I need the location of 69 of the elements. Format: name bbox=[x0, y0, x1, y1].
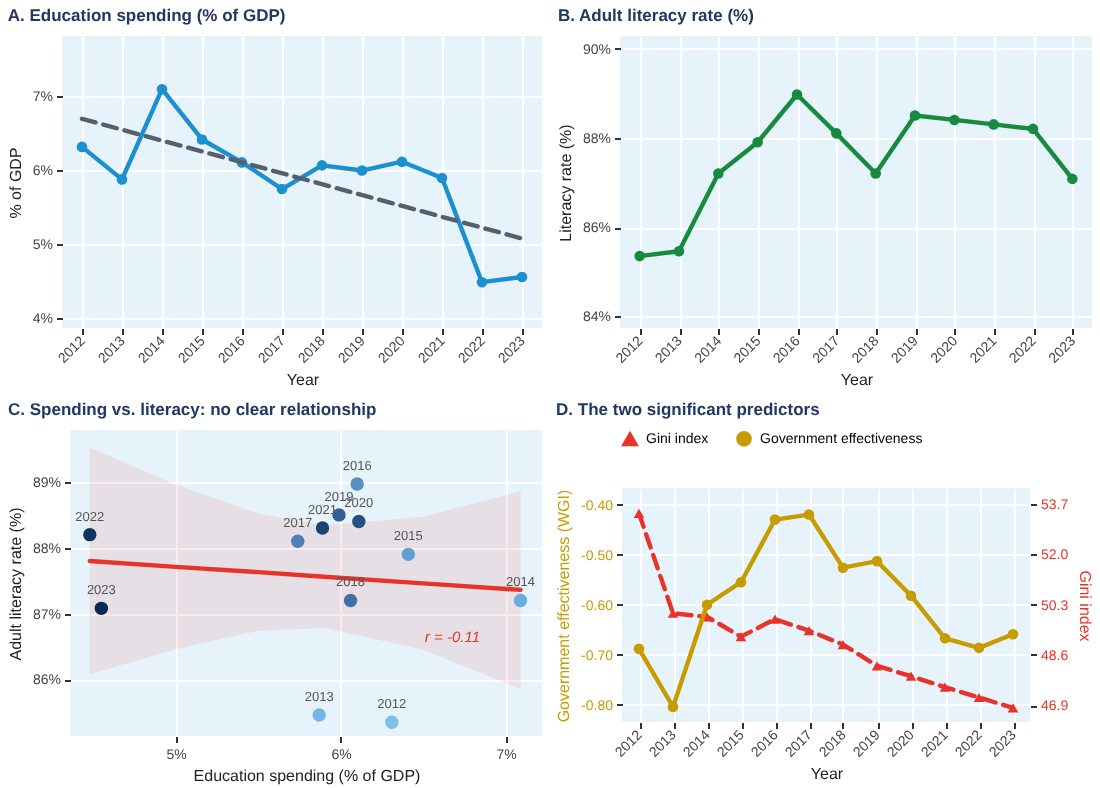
point bbox=[312, 708, 326, 722]
point bbox=[871, 555, 883, 567]
point bbox=[633, 508, 645, 518]
point bbox=[1027, 123, 1039, 135]
point bbox=[871, 661, 883, 671]
point bbox=[791, 89, 803, 100]
y-axis-title: Government effectiveness (WGI) bbox=[555, 489, 574, 723]
y2-axis-title: Gini index bbox=[1076, 570, 1095, 642]
point bbox=[831, 128, 842, 139]
point bbox=[356, 165, 368, 176]
x-axis-title: Year bbox=[840, 371, 874, 390]
point bbox=[436, 172, 448, 184]
point bbox=[701, 599, 713, 611]
point bbox=[909, 110, 921, 121]
point bbox=[1007, 629, 1019, 640]
point bbox=[713, 168, 724, 179]
point bbox=[988, 119, 999, 130]
point bbox=[752, 136, 763, 148]
point bbox=[276, 183, 288, 195]
y-axis-title: % of GDP bbox=[6, 147, 25, 219]
point bbox=[870, 168, 881, 179]
point bbox=[196, 134, 208, 145]
point bbox=[396, 156, 408, 167]
point bbox=[735, 576, 747, 588]
point bbox=[1067, 173, 1078, 185]
point bbox=[633, 643, 645, 655]
point bbox=[1007, 703, 1019, 713]
point bbox=[837, 562, 849, 573]
point bbox=[156, 83, 168, 95]
x-axis-title: Education spending (% of GDP) bbox=[193, 767, 422, 785]
point bbox=[803, 509, 815, 520]
point bbox=[315, 521, 330, 535]
x-axis-title: Year bbox=[286, 371, 320, 390]
point bbox=[476, 276, 488, 288]
point bbox=[83, 527, 97, 542]
point bbox=[769, 514, 781, 525]
point bbox=[94, 601, 109, 616]
point bbox=[939, 633, 951, 644]
point bbox=[673, 245, 685, 257]
point bbox=[973, 692, 985, 703]
point bbox=[291, 534, 305, 548]
point bbox=[116, 174, 128, 185]
point bbox=[350, 477, 364, 491]
point bbox=[949, 114, 960, 126]
point bbox=[401, 547, 416, 562]
point bbox=[939, 682, 951, 692]
point bbox=[634, 250, 645, 262]
chart-title: C. Spending vs. literacy: no clear relationship bbox=[7, 399, 377, 419]
point bbox=[343, 593, 358, 608]
point bbox=[973, 642, 985, 654]
y-axis-title: Literacy rate (%) bbox=[556, 123, 575, 242]
chart-title: D. The two significant predictors bbox=[556, 399, 821, 419]
point bbox=[769, 614, 781, 624]
point bbox=[513, 593, 528, 608]
chart-title: A. Education spending (% of GDP) bbox=[7, 5, 286, 25]
point bbox=[735, 632, 747, 642]
point bbox=[76, 141, 88, 153]
point bbox=[316, 160, 328, 171]
chart-title: B. Adult literacy rate (%) bbox=[557, 5, 755, 25]
point bbox=[837, 640, 849, 650]
x-axis-title: Year bbox=[810, 765, 844, 784]
point bbox=[385, 715, 399, 729]
point bbox=[352, 514, 366, 529]
point bbox=[803, 626, 815, 636]
point bbox=[905, 590, 917, 602]
y-axis-title: Adult literacy rate (%) bbox=[6, 506, 25, 661]
point bbox=[905, 671, 917, 681]
point bbox=[516, 271, 528, 283]
point bbox=[667, 701, 679, 713]
